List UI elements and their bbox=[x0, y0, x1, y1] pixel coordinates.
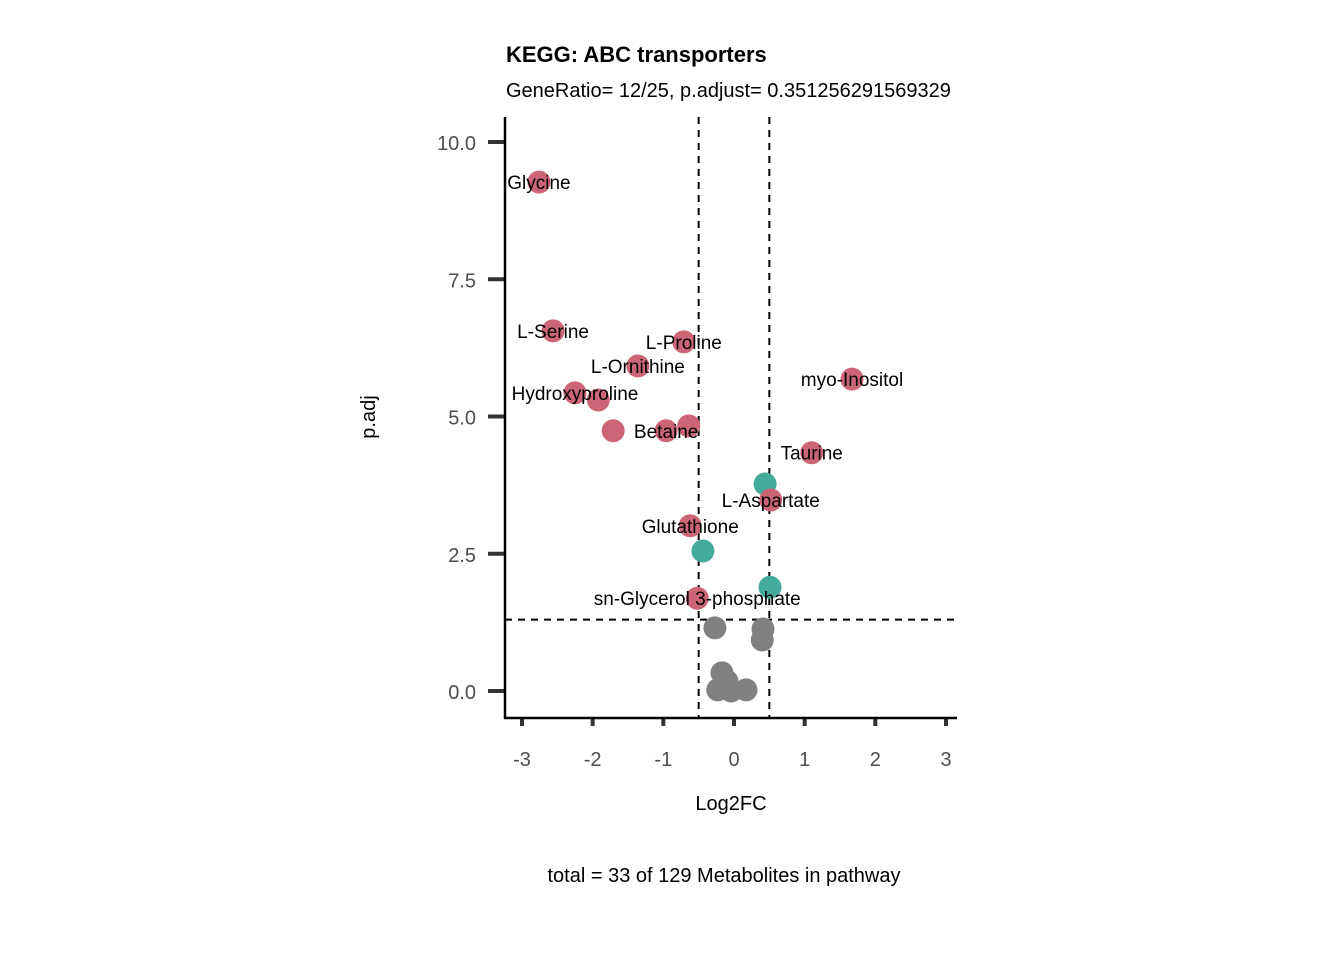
chart-caption: total = 33 of 129 Metabolites in pathway bbox=[547, 865, 900, 887]
x-tick-label: 3 bbox=[940, 749, 951, 771]
data-point-up bbox=[601, 419, 625, 443]
data-point-down bbox=[691, 539, 715, 563]
x-tick-label: -1 bbox=[654, 749, 672, 771]
x-tick-label: -2 bbox=[584, 749, 602, 771]
data-point-up bbox=[840, 367, 864, 391]
point-label: L-Proline bbox=[646, 333, 722, 354]
x-tick-label: 0 bbox=[728, 749, 739, 771]
data-point-up bbox=[527, 170, 551, 194]
data-point-up bbox=[654, 419, 678, 443]
plot-area: Glycine L-Serine L-Proline L-Ornithine Hydro… bbox=[505, 117, 957, 718]
point-label: Taurine bbox=[781, 444, 843, 465]
data-point-up bbox=[759, 488, 783, 512]
y-tick-label: 5.0 bbox=[448, 408, 476, 430]
data-point-up bbox=[563, 381, 587, 405]
data-point-up bbox=[541, 319, 565, 343]
data-point-up bbox=[677, 414, 701, 438]
data-point-ns bbox=[703, 616, 727, 640]
data-point-up bbox=[672, 330, 696, 354]
point-label: Glycine bbox=[507, 173, 570, 194]
axis-ticks: -3 -2 -1 0 1 2 3 0.0 2.5 5.0 7.5 10.0 bbox=[437, 133, 952, 771]
data-point-up bbox=[678, 514, 702, 538]
data-point-up bbox=[685, 586, 709, 610]
point-label: Hydroxyproline bbox=[512, 384, 639, 405]
point-label: sn-Glycerol 3-phosphate bbox=[594, 589, 801, 610]
y-axis-label: p.adj bbox=[358, 395, 380, 438]
x-axis-label: Log2FC bbox=[695, 793, 766, 815]
data-point-ns bbox=[734, 678, 758, 702]
y-tick-label: 7.5 bbox=[448, 270, 476, 292]
x-tick-label: -3 bbox=[513, 749, 531, 771]
y-tick-label: 10.0 bbox=[437, 133, 476, 155]
data-point-up bbox=[800, 441, 824, 465]
point-label: L-Ornithine bbox=[591, 357, 685, 378]
x-tick-label: 2 bbox=[870, 749, 881, 771]
point-label: Glutathione bbox=[642, 517, 739, 538]
data-point-ns bbox=[750, 628, 774, 652]
y-tick-label: 2.5 bbox=[448, 545, 476, 567]
x-tick-label: 1 bbox=[799, 749, 810, 771]
data-point-down bbox=[758, 575, 782, 599]
data-point-up bbox=[586, 388, 610, 412]
chart-title: KEGG: ABC transporters bbox=[506, 42, 767, 67]
data-point-up bbox=[626, 354, 650, 378]
point-label: myo-Inositol bbox=[801, 370, 903, 391]
chart-subtitle: GeneRatio= 12/25, p.adjust= 0.3512562915… bbox=[506, 80, 951, 102]
point-label: L-Serine bbox=[517, 322, 589, 343]
point-label: Betaine bbox=[634, 422, 698, 443]
y-tick-label: 0.0 bbox=[448, 682, 476, 704]
point-label: L-Aspartate bbox=[722, 491, 820, 512]
